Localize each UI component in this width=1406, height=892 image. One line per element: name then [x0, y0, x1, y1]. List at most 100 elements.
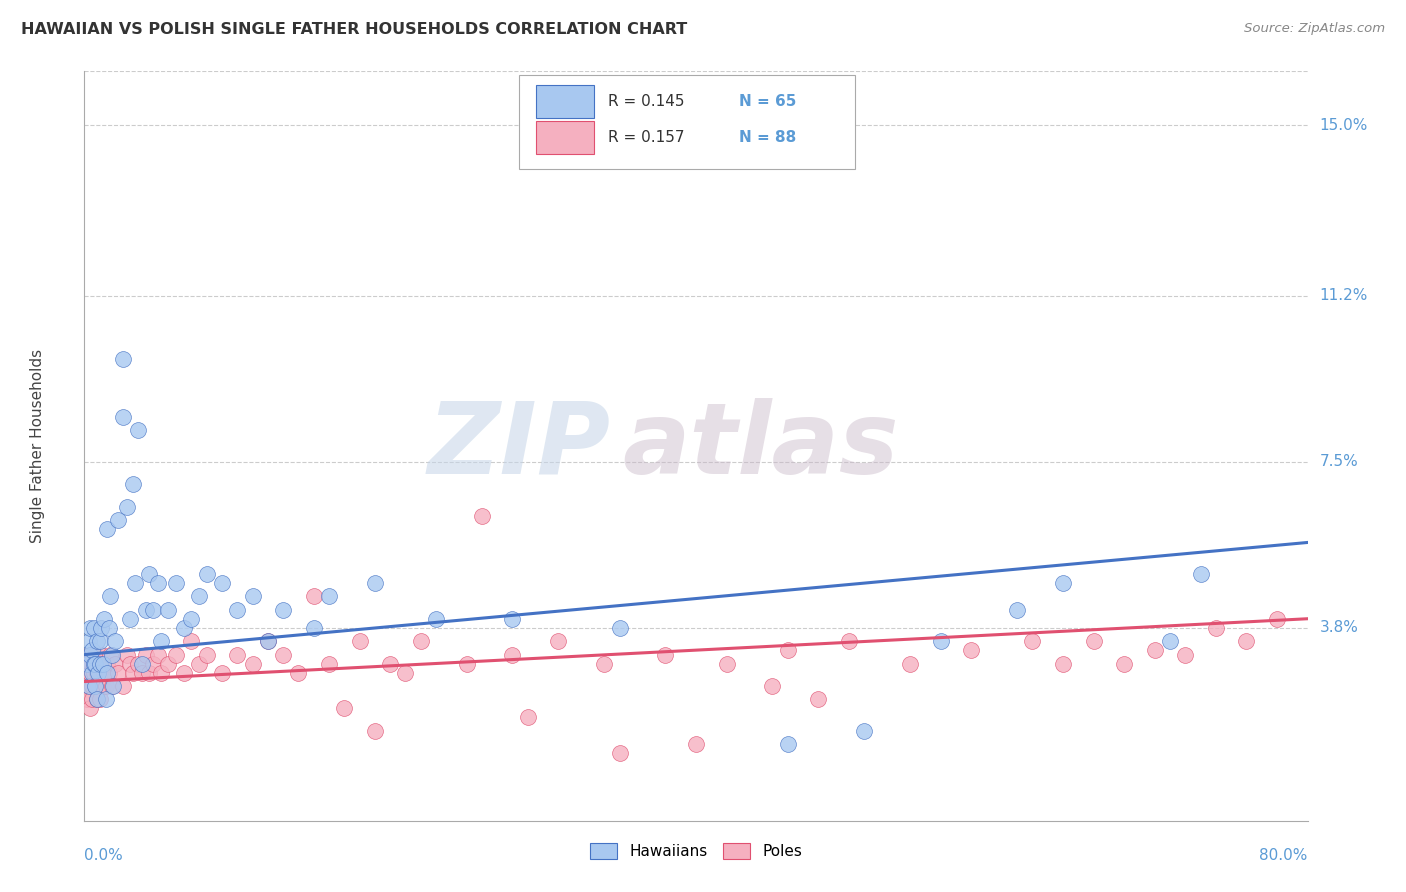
Poles [77, 679, 100, 693]
Hawaiians [142, 603, 165, 617]
Hawaiians [103, 679, 125, 693]
FancyBboxPatch shape [536, 120, 595, 153]
Hawaiians [157, 603, 180, 617]
Poles [101, 679, 124, 693]
Poles [960, 643, 983, 657]
Poles [654, 648, 676, 662]
Hawaiians [94, 692, 117, 706]
Poles [97, 665, 120, 680]
Hawaiians [124, 575, 146, 590]
FancyBboxPatch shape [519, 75, 855, 169]
Hawaiians [146, 575, 169, 590]
Hawaiians [127, 423, 149, 437]
Poles [1052, 657, 1074, 671]
Legend: Hawaiians, Poles: Hawaiians, Poles [583, 838, 808, 865]
Hawaiians [86, 692, 108, 706]
Hawaiians [195, 566, 218, 581]
Hawaiians [149, 634, 172, 648]
Poles [409, 634, 432, 648]
Hawaiians [96, 665, 118, 680]
Hawaiians [96, 522, 118, 536]
Hawaiians [1005, 603, 1028, 617]
Poles [188, 657, 211, 671]
Poles [516, 710, 538, 724]
Poles [80, 692, 103, 706]
Hawaiians [502, 612, 524, 626]
Hawaiians [80, 643, 103, 657]
Poles [127, 657, 149, 671]
Hawaiians [76, 657, 98, 671]
Poles [1143, 643, 1166, 657]
Hawaiians [83, 657, 105, 671]
Hawaiians [77, 679, 100, 693]
Poles [83, 657, 105, 671]
Poles [165, 648, 187, 662]
Poles [838, 634, 860, 648]
Poles [96, 657, 118, 671]
Hawaiians [101, 648, 124, 662]
Poles [173, 665, 195, 680]
Hawaiians [97, 621, 120, 635]
Hawaiians [226, 603, 249, 617]
Hawaiians [87, 665, 110, 680]
Poles [131, 665, 153, 680]
Poles [89, 692, 111, 706]
Hawaiians [165, 575, 187, 590]
Hawaiians [211, 575, 233, 590]
Text: ZIP: ZIP [427, 398, 610, 494]
Hawaiians [271, 603, 294, 617]
Hawaiians [173, 621, 195, 635]
Hawaiians [242, 590, 264, 604]
Poles [195, 648, 218, 662]
Hawaiians [84, 679, 107, 693]
Hawaiians [1052, 575, 1074, 590]
Poles [257, 634, 280, 648]
Poles [1265, 612, 1288, 626]
Poles [685, 737, 707, 751]
Poles [380, 657, 402, 671]
Poles [89, 665, 111, 680]
Poles [593, 657, 616, 671]
Hawaiians [86, 634, 108, 648]
Hawaiians [89, 634, 111, 648]
Text: 15.0%: 15.0% [1320, 118, 1368, 133]
Hawaiians [111, 409, 134, 424]
Poles [75, 657, 97, 671]
Text: R = 0.145: R = 0.145 [607, 94, 685, 109]
Poles [1174, 648, 1197, 662]
Poles [776, 643, 799, 657]
Hawaiians [776, 737, 799, 751]
Poles [75, 679, 97, 693]
Text: HAWAIIAN VS POLISH SINGLE FATHER HOUSEHOLDS CORRELATION CHART: HAWAIIAN VS POLISH SINGLE FATHER HOUSEHO… [21, 22, 688, 37]
Hawaiians [318, 590, 340, 604]
Text: Single Father Households: Single Father Households [31, 349, 45, 543]
Text: R = 0.157: R = 0.157 [607, 130, 685, 145]
Poles [107, 665, 129, 680]
Poles [333, 701, 356, 715]
Poles [716, 657, 738, 671]
Poles [226, 648, 249, 662]
Hawaiians [257, 634, 280, 648]
Hawaiians [89, 657, 111, 671]
Hawaiians [111, 351, 134, 366]
Poles [77, 648, 100, 662]
Poles [142, 657, 165, 671]
Poles [364, 723, 387, 738]
Text: N = 88: N = 88 [738, 130, 796, 145]
Poles [76, 665, 98, 680]
Hawaiians [364, 575, 387, 590]
Poles [394, 665, 416, 680]
Hawaiians [83, 621, 105, 635]
Poles [211, 665, 233, 680]
Poles [80, 679, 103, 693]
Hawaiians [91, 657, 114, 671]
Poles [80, 648, 103, 662]
Poles [349, 634, 371, 648]
Poles [76, 692, 98, 706]
Poles [120, 657, 142, 671]
Poles [87, 657, 110, 671]
Hawaiians [120, 612, 142, 626]
Poles [93, 665, 115, 680]
Poles [83, 665, 105, 680]
Hawaiians [1159, 634, 1181, 648]
